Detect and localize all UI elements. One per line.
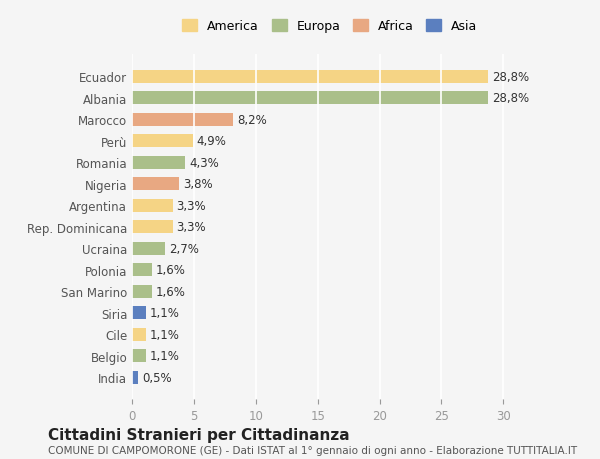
Bar — [132, 221, 173, 234]
Text: 0,5%: 0,5% — [142, 371, 172, 384]
Text: 1,6%: 1,6% — [155, 285, 185, 298]
Text: Cittadini Stranieri per Cittadinanza: Cittadini Stranieri per Cittadinanza — [48, 427, 350, 442]
Text: 8,2%: 8,2% — [237, 113, 267, 127]
Text: 1,1%: 1,1% — [149, 328, 179, 341]
Bar — [132, 242, 166, 255]
Bar — [132, 92, 488, 105]
Text: 3,3%: 3,3% — [176, 199, 206, 212]
Text: 2,7%: 2,7% — [169, 242, 199, 255]
Text: 3,3%: 3,3% — [176, 221, 206, 234]
Bar — [132, 71, 488, 84]
Bar — [132, 178, 179, 191]
Text: 1,1%: 1,1% — [149, 349, 179, 362]
Bar — [132, 113, 233, 127]
Text: 4,3%: 4,3% — [189, 157, 218, 169]
Bar — [132, 135, 193, 148]
Text: 4,9%: 4,9% — [196, 135, 226, 148]
Bar — [132, 263, 152, 276]
Text: 28,8%: 28,8% — [492, 71, 529, 84]
Bar — [132, 328, 146, 341]
Legend: America, Europa, Africa, Asia: America, Europa, Africa, Asia — [179, 17, 481, 37]
Text: COMUNE DI CAMPOMORONE (GE) - Dati ISTAT al 1° gennaio di ogni anno - Elaborazion: COMUNE DI CAMPOMORONE (GE) - Dati ISTAT … — [48, 445, 577, 455]
Text: 1,1%: 1,1% — [149, 307, 179, 319]
Bar — [132, 349, 146, 362]
Bar — [132, 199, 173, 212]
Bar — [132, 285, 152, 298]
Bar — [132, 157, 185, 169]
Bar — [132, 307, 146, 319]
Bar — [132, 371, 138, 384]
Text: 28,8%: 28,8% — [492, 92, 529, 105]
Text: 1,6%: 1,6% — [155, 263, 185, 277]
Text: 3,8%: 3,8% — [183, 178, 212, 191]
